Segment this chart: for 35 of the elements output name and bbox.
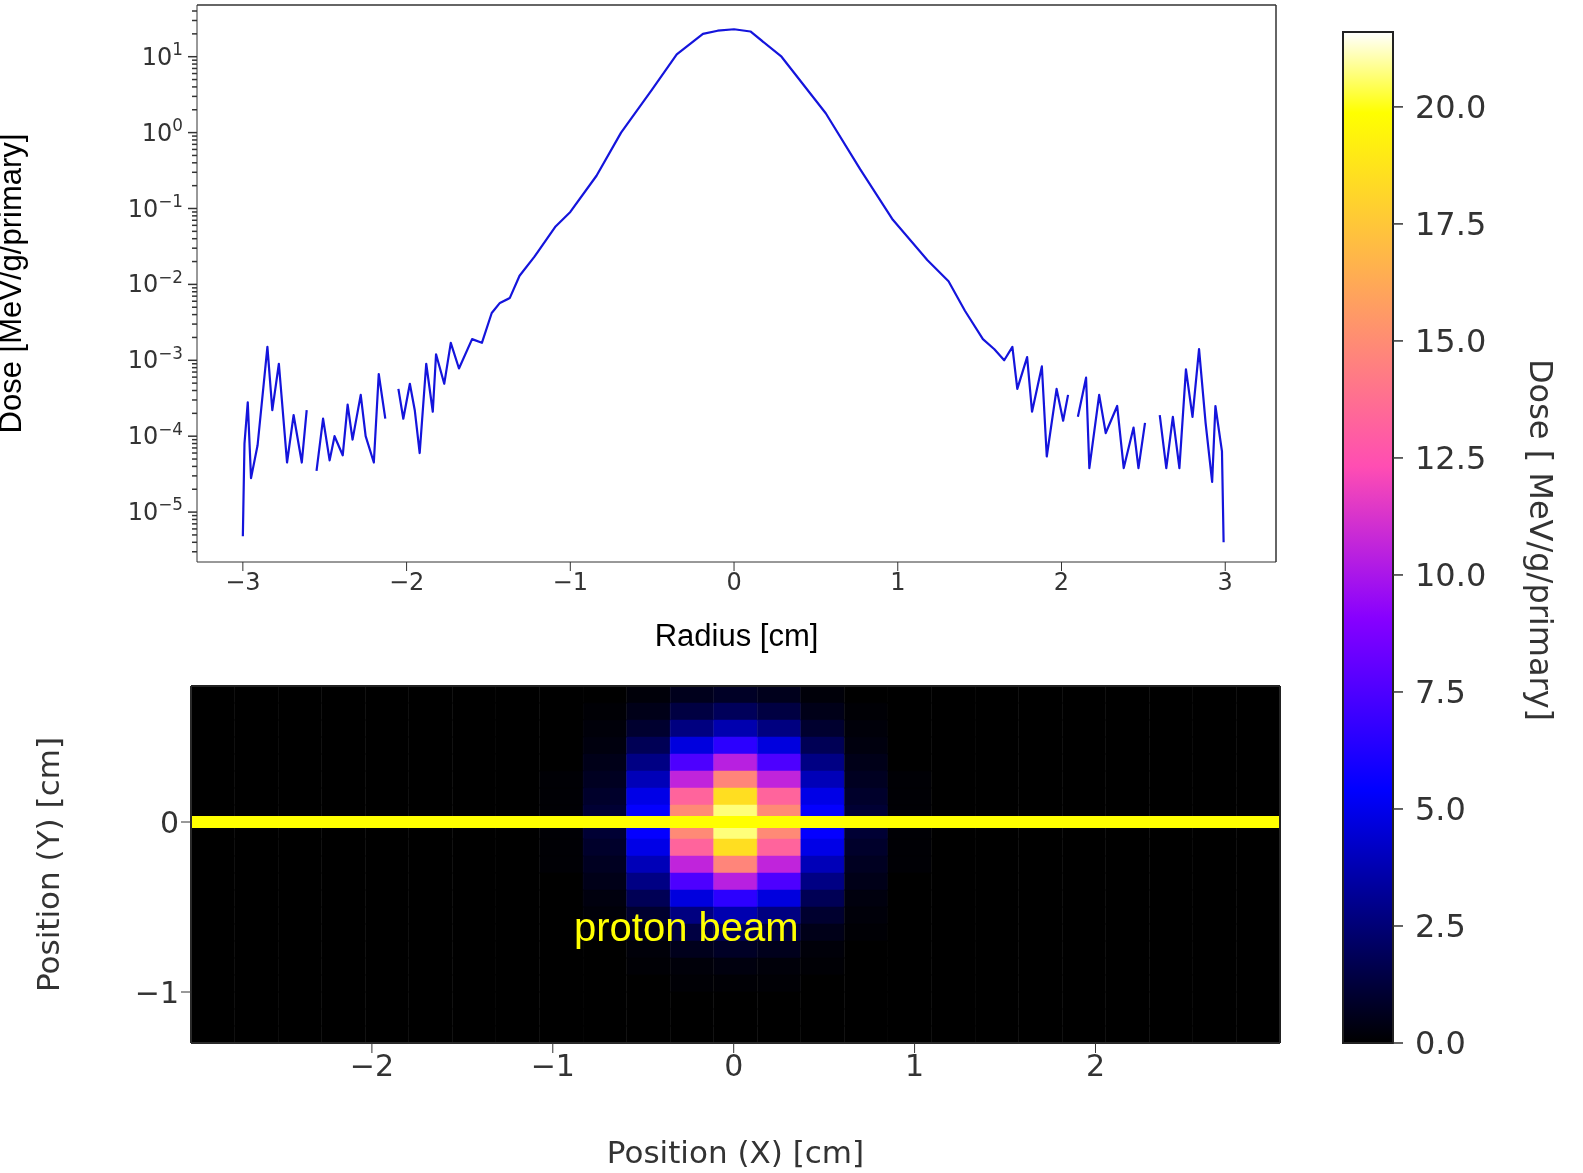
color-bar-label: 15.0 <box>1415 321 1487 360</box>
y-tick-label: −1 <box>134 974 179 1010</box>
color-bar-label: 5.0 <box>1415 789 1466 828</box>
x-tick-label: 0 <box>726 568 742 597</box>
color-bar-label: 20.0 <box>1415 87 1487 126</box>
x-tick-label: 0 <box>724 1048 744 1084</box>
color-bar-label: 10.0 <box>1415 555 1487 594</box>
x-tick-label: −1 <box>552 568 589 597</box>
annotation: proton beam <box>574 905 799 950</box>
x-tick-label: 1 <box>890 568 906 597</box>
x-axis-title: Radius [cm] <box>654 618 819 653</box>
y-tick-label: 10$^{−2}$ <box>127 266 183 299</box>
x-tick-label: 2 <box>1053 568 1070 597</box>
x-tick-label: −2 <box>388 568 425 597</box>
color-bar-label: 7.5 <box>1415 672 1466 711</box>
color-bar-label: 0.0 <box>1415 1024 1466 1062</box>
x-tick-label: 1 <box>905 1048 925 1084</box>
color-bar-label: 2.5 <box>1415 906 1466 945</box>
y-tick-label: 10$^{−4}$ <box>127 418 183 451</box>
color-bar-label: 12.5 <box>1415 438 1487 477</box>
color-bar-title: Dose [ MeV/g/primary] <box>1522 358 1560 722</box>
x-tick-label: −3 <box>225 568 261 597</box>
y-axis-title: Position (Y) [cm] <box>30 737 67 992</box>
x-tick-label: −1 <box>530 1048 575 1084</box>
x-tick-label: −2 <box>349 1048 395 1084</box>
x-tick-label: 3 <box>1217 568 1233 597</box>
y-tick-label: 10$^{1}$ <box>141 39 183 71</box>
x-tick-label: 2 <box>1085 1048 1106 1084</box>
y-tick-label: 10$^{0}$ <box>141 115 183 147</box>
y-tick-label: 10$^{−1}$ <box>127 190 183 223</box>
y-tick-label: 0 <box>159 804 179 840</box>
y-tick-label: 10$^{−3}$ <box>127 342 183 375</box>
x-axis-title: Position (X) [cm] <box>606 1134 865 1170</box>
y-tick-label: 10$^{−5}$ <box>127 494 183 527</box>
color-bar-label: 17.5 <box>1415 204 1487 243</box>
